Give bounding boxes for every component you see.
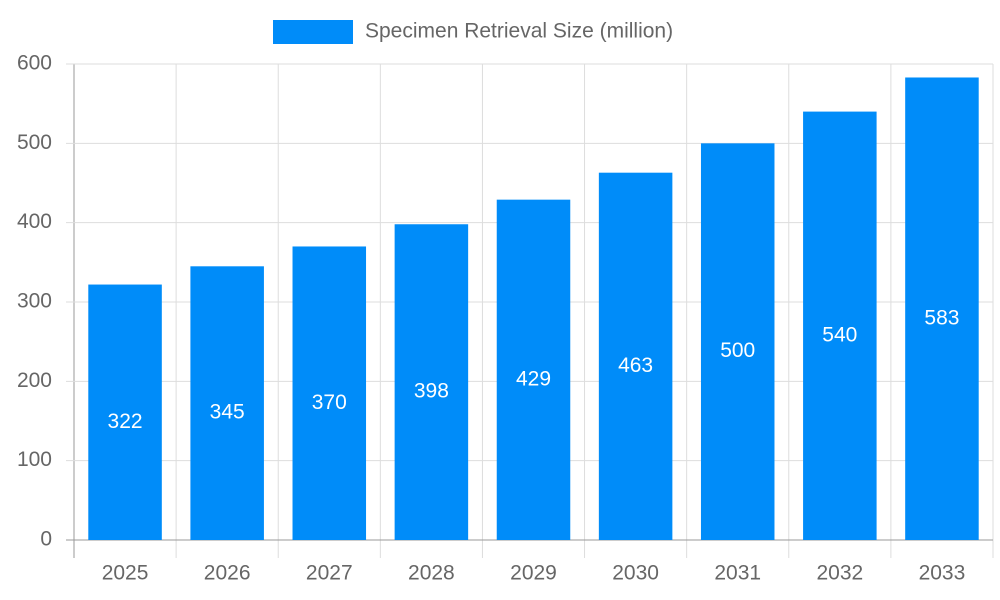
- data-label: 370: [312, 391, 347, 414]
- data-label: 540: [822, 323, 857, 346]
- bar: [88, 284, 162, 540]
- data-label: 322: [108, 410, 143, 433]
- legend: Specimen Retrieval Size (million): [273, 20, 673, 44]
- data-label: 583: [924, 306, 959, 329]
- y-tick-label: 300: [17, 290, 52, 313]
- data-label: 500: [720, 339, 755, 362]
- y-tick-label: 100: [17, 448, 52, 471]
- bar: [803, 111, 877, 540]
- x-tick-label: 2028: [408, 562, 455, 585]
- y-tick-label: 200: [17, 369, 52, 392]
- bar: [394, 224, 469, 540]
- data-label: 398: [414, 380, 449, 403]
- bar: [190, 266, 264, 540]
- x-tick-label: 2027: [306, 562, 353, 585]
- bar: [700, 143, 775, 541]
- data-label: 345: [210, 401, 245, 424]
- x-tick-label: 2026: [204, 562, 251, 585]
- y-tick-label: 400: [17, 210, 52, 233]
- y-tick-label: 0: [40, 528, 52, 551]
- legend-swatch: [273, 20, 353, 44]
- bar: [496, 199, 571, 540]
- data-label: 429: [516, 367, 551, 390]
- x-tick-label: 2032: [816, 562, 863, 585]
- x-tick-label: 2025: [102, 562, 149, 585]
- y-tick-label: 600: [17, 52, 52, 75]
- legend-label: Specimen Retrieval Size (million): [365, 20, 673, 43]
- x-tick-label: 2029: [510, 562, 557, 585]
- x-tick-label: 2031: [714, 562, 761, 585]
- data-label: 463: [618, 354, 653, 377]
- y-tick-label: 500: [17, 131, 52, 154]
- bar: [905, 77, 979, 540]
- x-tick-label: 2033: [919, 562, 966, 585]
- bar: [292, 246, 367, 540]
- bar: [598, 172, 673, 541]
- x-tick-label: 2030: [612, 562, 659, 585]
